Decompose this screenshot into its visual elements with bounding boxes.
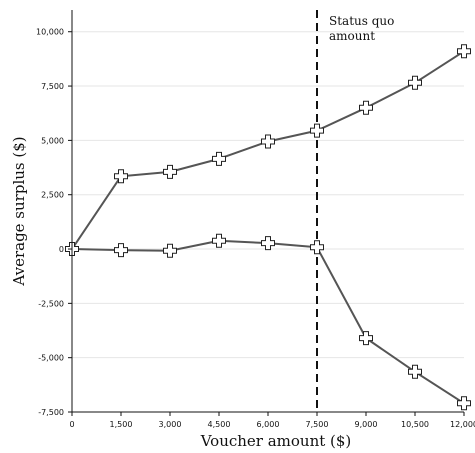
x-axis-title: Voucher amount ($)	[200, 432, 352, 450]
x-tick-label: 7,500	[306, 420, 329, 429]
series-1-point	[310, 123, 324, 138]
x-tick-label: 0	[69, 420, 74, 429]
series-2-point	[359, 331, 373, 346]
x-tick-label: 12,000	[450, 420, 475, 429]
y-tick-label: -7,500	[38, 408, 64, 417]
series-1-point	[261, 134, 275, 149]
series-2-point	[457, 396, 471, 411]
series-2-point	[310, 240, 324, 255]
y-tick-label: 10,000	[36, 28, 64, 37]
series-1-point	[408, 75, 422, 90]
axes-group	[68, 10, 465, 416]
series-2-point	[408, 364, 422, 379]
x-tick-label: 9,000	[355, 420, 378, 429]
series-1-point	[212, 151, 226, 166]
series-2-point	[114, 243, 128, 258]
y-tick-label: 5,000	[41, 136, 64, 145]
status-quo-annotation-line: Status quo	[329, 14, 394, 28]
y-tick-label: -2,500	[38, 299, 64, 308]
y-tick-label: 0	[59, 245, 64, 254]
series-1-point	[114, 169, 128, 184]
x-tick-label: 3,000	[159, 420, 182, 429]
series-2-point	[212, 233, 226, 248]
series-group	[65, 44, 471, 411]
x-tick-label: 10,500	[401, 420, 429, 429]
status-quo-annotation-line: amount	[329, 29, 375, 43]
y-tick-label: 7,500	[41, 82, 64, 91]
series-2-point	[163, 243, 177, 258]
series-line-1	[71, 50, 465, 250]
series-2-point	[261, 236, 275, 251]
series-line-2	[71, 239, 465, 405]
y-tick-label: 2,500	[41, 191, 64, 200]
y-tick-label: -5,000	[38, 354, 64, 363]
y-axis-title: Average surplus ($)	[10, 136, 28, 286]
series-1-point	[359, 100, 373, 115]
series-1-point	[457, 44, 471, 59]
x-tick-label: 1,500	[110, 420, 133, 429]
x-tick-label: 6,000	[257, 420, 280, 429]
series-1-point	[163, 164, 177, 179]
x-tick-label: 4,500	[208, 420, 231, 429]
